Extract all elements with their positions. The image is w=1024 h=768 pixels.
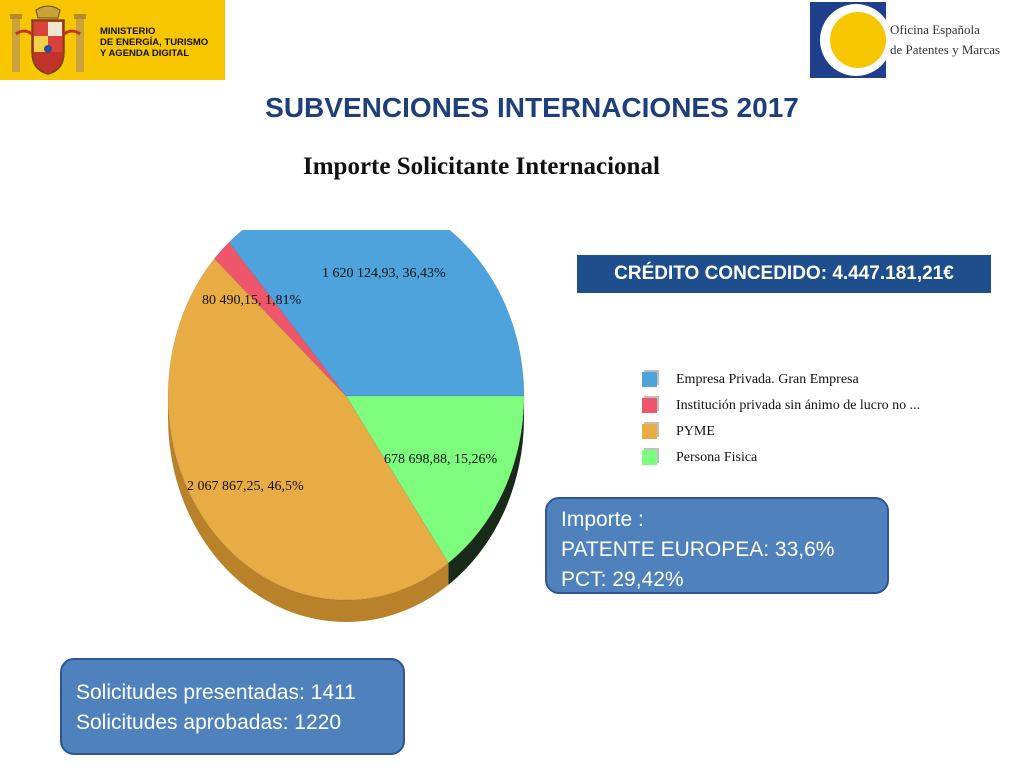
slide-title: SUBVENCIONES INTERNACIONES 2017 xyxy=(0,92,1024,124)
chart-title: Importe Solicitante Internacional xyxy=(303,153,660,180)
oepm-line: de Patentes y Marcas xyxy=(890,42,1001,57)
pie-side-wall xyxy=(168,396,449,622)
pie-chart: 1 620 124,93, 36,43% 678 698,88, 15,26% 2 … xyxy=(167,230,525,622)
slide-title-text: SUBVENCIONES INTERNACIONES 2017 xyxy=(265,92,799,123)
solicitudes-box: Solicitudes presentadas: 1411 Solicitude… xyxy=(60,658,405,755)
legend-swatch xyxy=(642,398,657,413)
pie-slice xyxy=(213,241,347,397)
pie-slice xyxy=(228,230,525,397)
oepm-logo: Oficina Española de Patentes y Marcas xyxy=(810,0,1024,80)
legend-label: PYME xyxy=(676,424,715,439)
legend-swatch xyxy=(642,424,657,439)
importe-box: Importe : PATENTE EUROPEA: 33,6% PCT: 29… xyxy=(545,497,889,594)
pie-slice xyxy=(345,395,525,564)
ministry-line: Y AGENDA DIGITAL xyxy=(100,48,190,59)
legend-label: Institución privada sin ánimo de lucro n… xyxy=(676,398,921,413)
pie-slice xyxy=(167,257,449,601)
legend-label: Empresa Privada. Gran Empresa xyxy=(676,372,859,387)
pie-slice-label: 2 067 867,25, 46,5% xyxy=(187,479,304,494)
ministry-line: DE ENERGÍA, TURISMO xyxy=(100,37,209,48)
importe-line: PCT: 29,42% xyxy=(561,568,684,591)
oepm-emblem-icon xyxy=(810,2,886,78)
oepm-name: Oficina Española de Patentes y Marcas xyxy=(890,20,1000,60)
legend-swatch xyxy=(642,450,657,465)
legend-label: Persona Fisica xyxy=(676,450,758,465)
ministry-name: MINISTERIO DE ENERGÍA, TURISMO Y AGENDA … xyxy=(100,26,224,59)
pie-slice-label: 678 698,88, 15,26% xyxy=(384,452,498,467)
coat-of-arms-icon xyxy=(10,5,86,75)
pie-slice-label: 1 620 124,93, 36,43% xyxy=(322,266,446,281)
oepm-line: Oficina Española xyxy=(890,22,980,37)
pie-side-wall xyxy=(448,396,524,585)
solicitudes-line: Solicitudes presentadas: 1411 xyxy=(76,681,356,704)
importe-line: PATENTE EUROPEA: 33,6% xyxy=(561,538,835,561)
solicitudes-line: Solicitudes aprobadas: 1220 xyxy=(76,711,342,734)
ministry-logo: MINISTERIO DE ENERGÍA, TURISMO Y AGENDA … xyxy=(0,0,225,80)
ministry-line: MINISTERIO xyxy=(100,26,156,37)
importe-line: Importe : xyxy=(561,508,644,531)
legend-swatch xyxy=(642,372,657,387)
credit-banner: CRÉDITO CONCEDIDO: 4.447.181,21€ xyxy=(577,255,991,293)
pie-slice-label: 80 490,15, 1,81% xyxy=(202,293,302,308)
